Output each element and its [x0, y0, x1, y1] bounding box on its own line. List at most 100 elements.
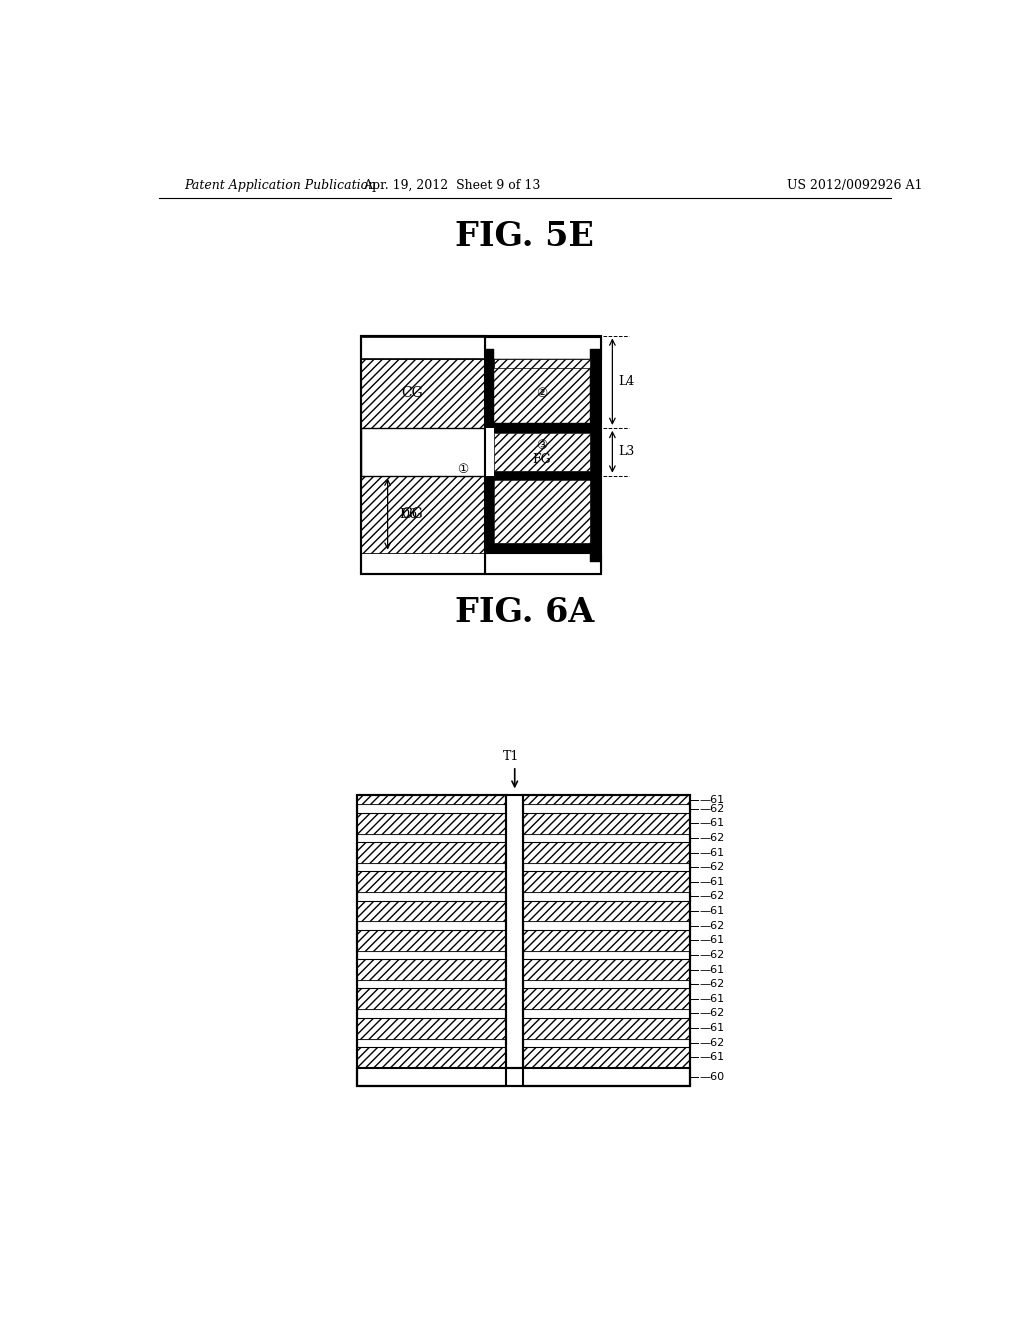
Bar — [484, 480, 494, 544]
Bar — [484, 428, 494, 475]
Bar — [356, 795, 506, 804]
Bar — [484, 471, 590, 480]
Bar — [356, 1018, 506, 1039]
Bar — [590, 350, 601, 562]
Text: —61: —61 — [699, 906, 724, 916]
Bar — [356, 1068, 690, 1086]
Bar — [360, 553, 484, 574]
Bar — [523, 834, 690, 842]
Bar — [523, 804, 690, 813]
Text: —61: —61 — [699, 847, 724, 858]
Bar — [356, 892, 506, 900]
Text: —61: —61 — [699, 876, 724, 887]
Bar — [494, 480, 590, 544]
Bar — [356, 795, 690, 1086]
Text: —61: —61 — [699, 936, 724, 945]
Bar — [356, 863, 506, 871]
Text: ①: ① — [457, 463, 468, 477]
Bar — [360, 335, 484, 574]
Bar — [494, 359, 590, 368]
Bar — [523, 863, 690, 871]
Bar — [523, 921, 690, 929]
Bar — [360, 359, 484, 428]
Bar — [523, 892, 690, 900]
Bar — [356, 929, 506, 950]
Bar — [356, 960, 506, 979]
Bar — [356, 950, 506, 960]
Bar — [523, 1047, 690, 1068]
Text: —62: —62 — [699, 950, 724, 960]
Bar — [523, 960, 690, 979]
Bar — [356, 921, 506, 929]
Bar — [484, 424, 590, 433]
Bar — [356, 834, 506, 842]
Bar — [360, 428, 484, 475]
Bar — [356, 900, 506, 921]
Bar — [356, 1010, 506, 1018]
Bar — [356, 1047, 506, 1068]
Bar — [360, 475, 484, 553]
Text: FIG. 5E: FIG. 5E — [456, 220, 594, 253]
Bar — [484, 553, 601, 574]
Bar — [523, 900, 690, 921]
Bar — [523, 871, 690, 892]
Bar — [356, 804, 506, 813]
Bar — [360, 335, 601, 574]
Text: —62: —62 — [699, 1038, 724, 1048]
Bar — [523, 1010, 690, 1018]
Text: L3: L3 — [618, 445, 635, 458]
Bar — [356, 989, 506, 1010]
Bar — [484, 359, 601, 428]
Bar — [523, 1018, 690, 1039]
Text: —62: —62 — [699, 804, 724, 813]
Bar — [523, 795, 690, 804]
Text: —60: —60 — [699, 1072, 724, 1082]
Bar — [356, 795, 506, 1086]
Bar — [484, 475, 601, 553]
Text: —61: —61 — [699, 1052, 724, 1063]
Bar — [360, 337, 484, 359]
Text: CG: CG — [401, 387, 424, 400]
Bar — [484, 359, 601, 368]
Bar — [356, 979, 506, 989]
Text: ②: ② — [537, 387, 548, 400]
Text: —62: —62 — [699, 979, 724, 989]
Text: Patent Application Publication: Patent Application Publication — [183, 178, 376, 191]
Bar — [523, 842, 690, 863]
Bar — [523, 989, 690, 1010]
Text: T1: T1 — [503, 750, 519, 763]
Text: Apr. 19, 2012  Sheet 9 of 13: Apr. 19, 2012 Sheet 9 of 13 — [364, 178, 541, 191]
Text: —61: —61 — [699, 795, 724, 805]
Text: L4: L4 — [618, 375, 635, 388]
Text: —62: —62 — [699, 921, 724, 931]
Bar — [494, 433, 590, 471]
Bar — [484, 337, 601, 359]
Bar — [356, 871, 506, 892]
Bar — [356, 813, 506, 834]
Text: US 2012/0092926 A1: US 2012/0092926 A1 — [786, 178, 923, 191]
Text: ③: ③ — [537, 440, 548, 453]
Bar — [523, 950, 690, 960]
Bar — [356, 842, 506, 863]
Bar — [523, 813, 690, 834]
Text: CG: CG — [401, 507, 424, 521]
Bar — [356, 1068, 690, 1086]
Text: —62: —62 — [699, 833, 724, 843]
Bar — [506, 795, 523, 1068]
Text: D6: D6 — [399, 508, 418, 520]
Text: —61: —61 — [699, 994, 724, 1003]
Text: —62: —62 — [699, 1008, 724, 1019]
Bar — [484, 544, 601, 553]
Bar — [523, 1039, 690, 1047]
Bar — [356, 1039, 506, 1047]
Text: FG: FG — [532, 453, 551, 466]
Text: —62: —62 — [699, 862, 724, 873]
Text: —61: —61 — [699, 818, 724, 828]
Text: —62: —62 — [699, 891, 724, 902]
Bar — [523, 795, 690, 1086]
Bar — [523, 979, 690, 989]
Bar — [484, 350, 494, 424]
Bar — [523, 929, 690, 950]
Text: —61: —61 — [699, 1023, 724, 1034]
Text: FIG. 6A: FIG. 6A — [456, 597, 594, 630]
